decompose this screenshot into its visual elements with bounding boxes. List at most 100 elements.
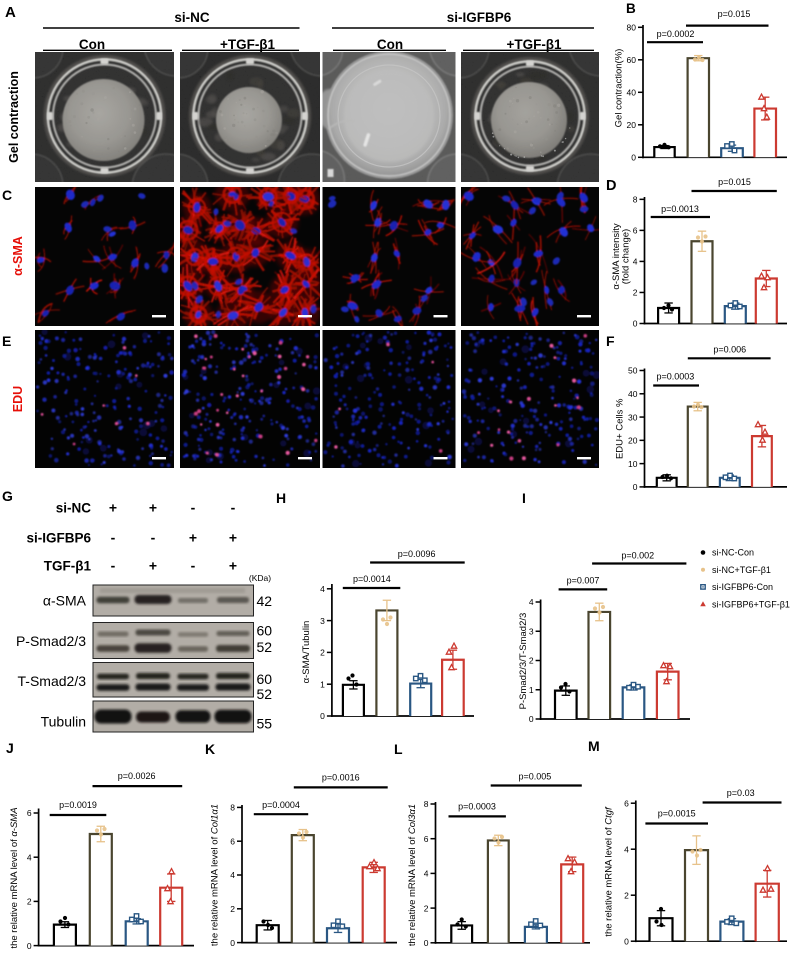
svg-text:the relative mRNA level of Col: the relative mRNA level of Col1α1 <box>210 804 221 946</box>
svg-text:+: + <box>149 500 157 516</box>
svg-text:-: - <box>191 500 196 516</box>
svg-text:6: 6 <box>633 226 638 236</box>
svg-text:p=0.006: p=0.006 <box>713 344 746 354</box>
svg-text:p=0.0015: p=0.0015 <box>658 809 696 819</box>
svg-text:2: 2 <box>320 648 325 658</box>
svg-text:40: 40 <box>628 389 638 399</box>
svg-text:10: 10 <box>628 459 638 469</box>
svg-text:60: 60 <box>257 671 273 687</box>
svg-text:si-IGFBP6+TGF-β1: si-IGFBP6+TGF-β1 <box>712 599 790 609</box>
svg-text:2: 2 <box>529 656 534 666</box>
svg-text:80: 80 <box>627 23 637 33</box>
svg-text:si-NC: si-NC <box>56 501 92 516</box>
svg-text:A: A <box>5 4 16 21</box>
svg-text:2: 2 <box>27 897 32 907</box>
svg-text:8: 8 <box>633 195 638 205</box>
svg-text:0: 0 <box>624 936 629 946</box>
svg-text:α-SMA intensity: α-SMA intensity <box>611 223 622 289</box>
svg-text:si-NC: si-NC <box>174 10 210 25</box>
svg-text:TGF-β1: TGF-β1 <box>44 559 92 574</box>
svg-text:p=0.0013: p=0.0013 <box>661 204 699 214</box>
svg-text:p=0.03: p=0.03 <box>727 788 755 798</box>
svg-text:E: E <box>2 333 11 349</box>
svg-text:0: 0 <box>529 714 534 724</box>
svg-text:0: 0 <box>633 482 638 492</box>
svg-text:4: 4 <box>424 869 429 879</box>
svg-text:6: 6 <box>230 836 235 846</box>
svg-text:the relative mRNA level of α-: the relative mRNA level of α-SMA <box>9 807 20 948</box>
svg-text:+TGF-β1: +TGF-β1 <box>220 37 276 52</box>
svg-text:4: 4 <box>633 257 638 267</box>
svg-text:M: M <box>588 738 600 754</box>
svg-text:K: K <box>205 741 215 757</box>
svg-text:0: 0 <box>320 711 325 721</box>
svg-text:8: 8 <box>424 799 429 809</box>
svg-text:6: 6 <box>27 808 32 818</box>
svg-text:(KDa): (KDa) <box>249 573 271 583</box>
svg-text:4: 4 <box>529 597 534 607</box>
svg-text:p=0.015: p=0.015 <box>718 177 751 187</box>
svg-text:si-NC-Con: si-NC-Con <box>712 548 754 558</box>
svg-text:2: 2 <box>633 288 638 298</box>
svg-text:52: 52 <box>257 639 273 655</box>
svg-text:si-IGFBP6: si-IGFBP6 <box>26 531 91 546</box>
svg-text:-: - <box>111 558 116 574</box>
svg-text:H: H <box>276 490 286 506</box>
svg-text:2: 2 <box>230 904 235 914</box>
svg-text:I: I <box>522 490 526 506</box>
svg-text:T-Smad2/3: T-Smad2/3 <box>18 673 87 689</box>
svg-text:α-SMA/Tubulin: α-SMA/Tubulin <box>301 621 312 684</box>
svg-text:EDU: EDU <box>11 386 25 412</box>
svg-text:Con: Con <box>377 37 403 52</box>
svg-text:4: 4 <box>230 870 235 880</box>
svg-text:0: 0 <box>631 153 636 163</box>
svg-text:20: 20 <box>628 436 638 446</box>
svg-text:3: 3 <box>320 616 325 626</box>
svg-text:60: 60 <box>257 623 273 639</box>
svg-text:p=0.015: p=0.015 <box>718 9 751 19</box>
svg-text:G: G <box>2 488 13 504</box>
svg-text:F: F <box>606 333 615 349</box>
svg-text:the relative mRNA level of Ctg: the relative mRNA level of Ctgf <box>604 806 615 937</box>
svg-text:p=0.0004: p=0.0004 <box>262 800 300 810</box>
svg-text:+TGF-β1: +TGF-β1 <box>506 37 562 52</box>
svg-text:0: 0 <box>633 319 638 329</box>
svg-text:+: + <box>109 500 117 516</box>
svg-text:p=0.0003: p=0.0003 <box>657 372 695 382</box>
svg-text:Gel contraction(%): Gel contraction(%) <box>614 49 625 128</box>
svg-text:4: 4 <box>27 852 32 862</box>
svg-text:P-Smad2/3: P-Smad2/3 <box>16 633 86 649</box>
svg-text:3: 3 <box>529 626 534 636</box>
svg-text:p=0.0026: p=0.0026 <box>118 771 156 781</box>
svg-text:52: 52 <box>257 686 273 702</box>
svg-text:α-SMA: α-SMA <box>11 236 25 276</box>
svg-text:p=0.002: p=0.002 <box>621 550 654 560</box>
svg-text:20: 20 <box>627 120 637 130</box>
svg-text:p=0.005: p=0.005 <box>519 771 552 781</box>
svg-text:30: 30 <box>628 412 638 422</box>
svg-text:0: 0 <box>27 941 32 951</box>
svg-text:6: 6 <box>424 834 429 844</box>
svg-text:p=0.007: p=0.007 <box>567 576 600 586</box>
svg-text:si-NC+TGF-β1: si-NC+TGF-β1 <box>712 565 771 575</box>
svg-text:B: B <box>626 1 636 16</box>
svg-text:+: + <box>149 558 157 574</box>
svg-text:p=0.0002: p=0.0002 <box>657 29 695 39</box>
svg-text:p=0.0016: p=0.0016 <box>322 772 360 782</box>
svg-text:1: 1 <box>529 685 534 695</box>
svg-text:1: 1 <box>320 679 325 689</box>
svg-text:-: - <box>231 500 236 516</box>
svg-text:Gel contraction: Gel contraction <box>7 71 21 163</box>
svg-text:-: - <box>151 530 156 546</box>
svg-text:si-IGFBP6-Con: si-IGFBP6-Con <box>712 582 773 592</box>
svg-text:D: D <box>606 178 616 194</box>
svg-text:60: 60 <box>627 55 637 65</box>
svg-text:0: 0 <box>230 938 235 948</box>
svg-text:42: 42 <box>257 593 273 609</box>
svg-text:+: + <box>229 530 237 546</box>
svg-text:-: - <box>111 530 116 546</box>
svg-text:p=0.0096: p=0.0096 <box>398 549 436 559</box>
svg-text:2: 2 <box>424 903 429 913</box>
svg-text:P-Smad2/3/T-Smad2/3: P-Smad2/3/T-Smad2/3 <box>518 613 529 710</box>
svg-text:(fold change): (fold change) <box>621 229 632 284</box>
